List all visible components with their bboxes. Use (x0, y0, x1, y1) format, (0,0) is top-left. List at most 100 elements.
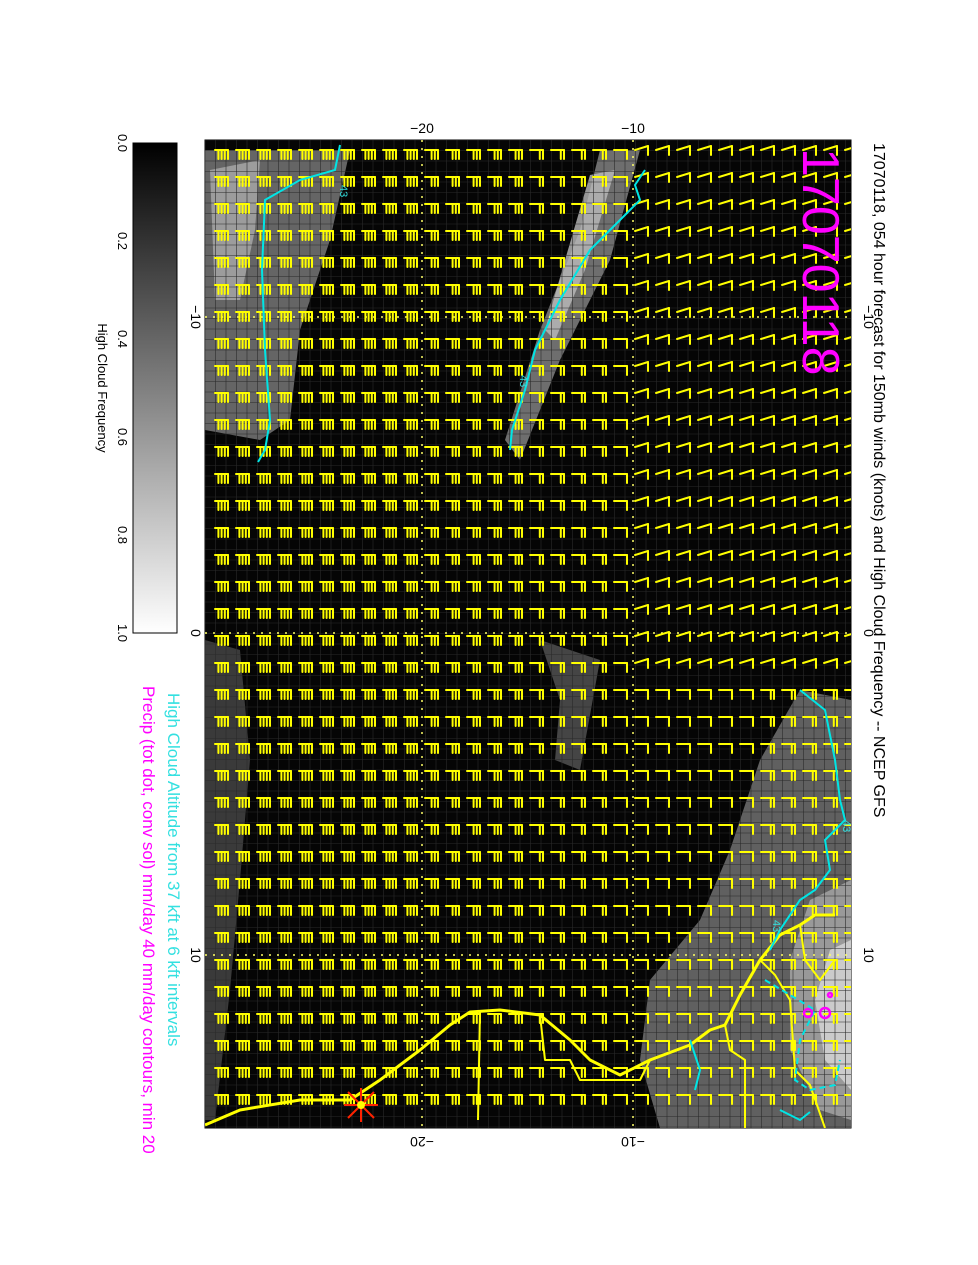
wind-barb (844, 471, 851, 475)
wind-barb (319, 905, 334, 916)
wind-barb (823, 226, 838, 237)
wind-barb (676, 361, 691, 372)
wind-barb (445, 257, 460, 268)
wind-barb (277, 878, 292, 889)
wind-barb (424, 743, 439, 754)
wind-barb (235, 203, 250, 214)
wind-barb (340, 689, 355, 700)
wind-barb (487, 230, 502, 241)
wind-barb (256, 527, 271, 538)
wind-barb (466, 824, 481, 835)
wind-barb (466, 446, 481, 457)
wind-barb (466, 284, 481, 295)
wind-barb (613, 797, 628, 808)
contour-label: 43 (840, 820, 852, 832)
wind-barb (298, 635, 313, 646)
wind-barb (214, 770, 229, 781)
wind-barb (529, 716, 544, 727)
wind-barb (739, 986, 754, 997)
wind-barb (445, 284, 460, 295)
wind-barb (571, 419, 586, 430)
wind-barb (592, 311, 607, 322)
wind-barb (445, 230, 460, 241)
wind-barb (466, 1067, 481, 1078)
colorbar-tick: 1.0 (115, 624, 130, 642)
wind-barb (592, 419, 607, 430)
wind-barb (466, 176, 481, 187)
wind-barb (403, 149, 418, 160)
wind-barb (382, 932, 397, 943)
wind-barb (235, 851, 250, 862)
wind-barb (550, 1013, 565, 1024)
wind-barb (466, 932, 481, 943)
wind-barb (340, 473, 355, 484)
wind-barb (235, 716, 250, 727)
wind-barb (592, 284, 607, 295)
wind-barb (487, 959, 502, 970)
wind-barb (487, 284, 502, 295)
wind-barb (361, 743, 376, 754)
wind-barb (487, 419, 502, 430)
wind-barb (235, 770, 250, 781)
wind-barb (592, 257, 607, 268)
wind-barb (592, 770, 607, 781)
wind-barb (571, 284, 586, 295)
contour-label: 43 (337, 185, 349, 197)
wind-barb (277, 905, 292, 916)
wind-barb (361, 473, 376, 484)
wind-barb (319, 149, 334, 160)
wind-barb (529, 878, 544, 889)
wind-barb (697, 577, 712, 588)
wind-barb (676, 172, 691, 183)
wind-barb (529, 824, 544, 835)
wind-barb (655, 878, 670, 889)
wind-barb (382, 905, 397, 916)
wind-barb (340, 905, 355, 916)
wind-barb (739, 172, 754, 183)
wind-barb (508, 932, 523, 943)
wind-barb (760, 523, 775, 534)
wind-barb (760, 361, 775, 372)
wind-barb (697, 631, 712, 642)
wind-barb (361, 446, 376, 457)
wind-barb (445, 419, 460, 430)
wind-barb (529, 365, 544, 376)
wind-barb (844, 201, 851, 205)
wind-barb (277, 500, 292, 511)
wind-barb (256, 770, 271, 781)
wind-barb (592, 932, 607, 943)
wind-barb (781, 658, 796, 669)
wind-barb (844, 417, 851, 421)
wind-barb (319, 392, 334, 403)
wind-barb (445, 608, 460, 619)
wind-barb (277, 284, 292, 295)
wind-barb (382, 149, 397, 160)
wind-barb (655, 469, 670, 480)
wind-barb (634, 851, 649, 862)
wind-barb (655, 905, 670, 916)
wind-barb (319, 824, 334, 835)
wind-barb (256, 635, 271, 646)
wind-barb (487, 743, 502, 754)
wind-barb (487, 203, 502, 214)
wind-barb (823, 199, 838, 210)
wind-barb (760, 253, 775, 264)
wind-barb (214, 392, 229, 403)
wind-barb (823, 797, 838, 808)
wind-barb (445, 338, 460, 349)
wind-barb (802, 689, 817, 700)
wind-barb (529, 959, 544, 970)
wind-barb (676, 986, 691, 997)
wind-barb (718, 716, 733, 727)
wind-barb (844, 363, 851, 367)
wind-barb (382, 959, 397, 970)
wind-barb (361, 662, 376, 673)
wind-barb (634, 689, 649, 700)
wind-barb (844, 660, 851, 664)
wind-barb (487, 527, 502, 538)
wind-barb (550, 797, 565, 808)
contour-labels: 43 43 43 43 (337, 185, 852, 932)
wind-barb (445, 527, 460, 538)
wind-barb (214, 257, 229, 268)
wind-barb (256, 878, 271, 889)
